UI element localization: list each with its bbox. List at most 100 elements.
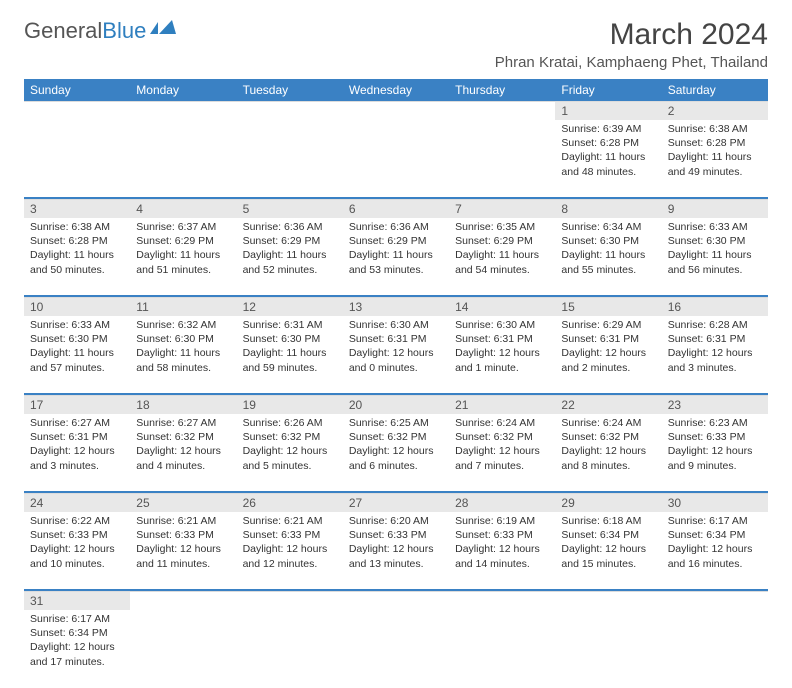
header: GeneralBlue March 2024 Phran Kratai, Kam… [24, 18, 768, 71]
day-number [662, 591, 768, 610]
daybody-row: Sunrise: 6:39 AMSunset: 6:28 PMDaylight:… [24, 120, 768, 198]
brand-part2: Blue [102, 18, 146, 44]
day-number [130, 101, 236, 120]
weekday-header: Monday [130, 79, 236, 101]
day-number: 21 [449, 395, 555, 414]
brand-logo: GeneralBlue [24, 18, 178, 44]
day-detail: Sunrise: 6:28 AMSunset: 6:31 PMDaylight:… [662, 316, 768, 379]
weekday-header: Wednesday [343, 79, 449, 101]
day-detail: Sunrise: 6:27 AMSunset: 6:31 PMDaylight:… [24, 414, 130, 477]
day-detail [555, 610, 661, 616]
day-detail: Sunrise: 6:24 AMSunset: 6:32 PMDaylight:… [555, 414, 661, 477]
day-detail: Sunrise: 6:35 AMSunset: 6:29 PMDaylight:… [449, 218, 555, 281]
day-number: 25 [130, 493, 236, 512]
day-detail: Sunrise: 6:38 AMSunset: 6:28 PMDaylight:… [24, 218, 130, 281]
day-detail [237, 610, 343, 616]
day-detail: Sunrise: 6:21 AMSunset: 6:33 PMDaylight:… [237, 512, 343, 575]
day-detail: Sunrise: 6:22 AMSunset: 6:33 PMDaylight:… [24, 512, 130, 575]
day-detail: Sunrise: 6:19 AMSunset: 6:33 PMDaylight:… [449, 512, 555, 575]
day-detail: Sunrise: 6:29 AMSunset: 6:31 PMDaylight:… [555, 316, 661, 379]
daynum-row: 10111213141516 [24, 296, 768, 316]
day-number: 16 [662, 297, 768, 316]
day-number: 4 [130, 199, 236, 218]
location-text: Phran Kratai, Kamphaeng Phet, Thailand [495, 54, 768, 71]
brand-part1: General [24, 18, 102, 44]
day-detail [24, 120, 130, 126]
day-detail: Sunrise: 6:39 AMSunset: 6:28 PMDaylight:… [555, 120, 661, 183]
day-detail: Sunrise: 6:38 AMSunset: 6:28 PMDaylight:… [662, 120, 768, 183]
day-number: 10 [24, 297, 130, 316]
day-detail: Sunrise: 6:18 AMSunset: 6:34 PMDaylight:… [555, 512, 661, 575]
day-number: 6 [343, 199, 449, 218]
day-detail: Sunrise: 6:27 AMSunset: 6:32 PMDaylight:… [130, 414, 236, 477]
day-number: 15 [555, 297, 661, 316]
day-number: 17 [24, 395, 130, 414]
day-detail: Sunrise: 6:30 AMSunset: 6:31 PMDaylight:… [449, 316, 555, 379]
day-number: 13 [343, 297, 449, 316]
day-detail: Sunrise: 6:21 AMSunset: 6:33 PMDaylight:… [130, 512, 236, 575]
day-number [555, 591, 661, 610]
day-detail: Sunrise: 6:17 AMSunset: 6:34 PMDaylight:… [662, 512, 768, 575]
day-number: 30 [662, 493, 768, 512]
daynum-row: 12 [24, 101, 768, 120]
day-detail: Sunrise: 6:36 AMSunset: 6:29 PMDaylight:… [237, 218, 343, 281]
logo-flag-icon [150, 18, 178, 44]
day-detail: Sunrise: 6:34 AMSunset: 6:30 PMDaylight:… [555, 218, 661, 281]
day-detail [237, 120, 343, 126]
weekday-header: Thursday [449, 79, 555, 101]
day-detail: Sunrise: 6:33 AMSunset: 6:30 PMDaylight:… [662, 218, 768, 281]
day-number: 29 [555, 493, 661, 512]
day-detail [449, 120, 555, 126]
daybody-row: Sunrise: 6:33 AMSunset: 6:30 PMDaylight:… [24, 316, 768, 394]
weekday-header: Saturday [662, 79, 768, 101]
day-detail: Sunrise: 6:17 AMSunset: 6:34 PMDaylight:… [24, 610, 130, 673]
daybody-row: Sunrise: 6:38 AMSunset: 6:28 PMDaylight:… [24, 218, 768, 296]
day-detail: Sunrise: 6:26 AMSunset: 6:32 PMDaylight:… [237, 414, 343, 477]
day-detail [130, 120, 236, 126]
daybody-row: Sunrise: 6:17 AMSunset: 6:34 PMDaylight:… [24, 610, 768, 688]
daynum-row: 31 [24, 590, 768, 610]
day-detail: Sunrise: 6:33 AMSunset: 6:30 PMDaylight:… [24, 316, 130, 379]
day-number: 7 [449, 199, 555, 218]
daybody-row: Sunrise: 6:27 AMSunset: 6:31 PMDaylight:… [24, 414, 768, 492]
day-detail: Sunrise: 6:20 AMSunset: 6:33 PMDaylight:… [343, 512, 449, 575]
day-detail: Sunrise: 6:37 AMSunset: 6:29 PMDaylight:… [130, 218, 236, 281]
daybody-row: Sunrise: 6:22 AMSunset: 6:33 PMDaylight:… [24, 512, 768, 590]
day-number: 22 [555, 395, 661, 414]
day-number [237, 101, 343, 120]
day-number: 26 [237, 493, 343, 512]
month-title: March 2024 [495, 18, 768, 52]
day-number: 12 [237, 297, 343, 316]
day-detail: Sunrise: 6:30 AMSunset: 6:31 PMDaylight:… [343, 316, 449, 379]
day-number: 3 [24, 199, 130, 218]
day-number [449, 591, 555, 610]
daynum-row: 24252627282930 [24, 492, 768, 512]
day-number [343, 101, 449, 120]
day-number: 19 [237, 395, 343, 414]
weekday-header: Sunday [24, 79, 130, 101]
day-number: 28 [449, 493, 555, 512]
day-number: 20 [343, 395, 449, 414]
day-number: 2 [662, 101, 768, 120]
day-number: 23 [662, 395, 768, 414]
weekday-header-row: SundayMondayTuesdayWednesdayThursdayFrid… [24, 79, 768, 101]
day-detail [130, 610, 236, 616]
day-detail: Sunrise: 6:23 AMSunset: 6:33 PMDaylight:… [662, 414, 768, 477]
day-detail [343, 610, 449, 616]
day-number: 11 [130, 297, 236, 316]
day-detail [343, 120, 449, 126]
title-block: March 2024 Phran Kratai, Kamphaeng Phet,… [495, 18, 768, 71]
day-detail: Sunrise: 6:25 AMSunset: 6:32 PMDaylight:… [343, 414, 449, 477]
day-detail: Sunrise: 6:31 AMSunset: 6:30 PMDaylight:… [237, 316, 343, 379]
day-detail: Sunrise: 6:24 AMSunset: 6:32 PMDaylight:… [449, 414, 555, 477]
day-detail [449, 610, 555, 616]
day-detail: Sunrise: 6:36 AMSunset: 6:29 PMDaylight:… [343, 218, 449, 281]
day-number [449, 101, 555, 120]
day-number: 9 [662, 199, 768, 218]
daynum-row: 17181920212223 [24, 394, 768, 414]
weekday-header: Friday [555, 79, 661, 101]
day-number: 14 [449, 297, 555, 316]
day-number: 27 [343, 493, 449, 512]
day-number: 1 [555, 101, 661, 120]
day-number: 18 [130, 395, 236, 414]
